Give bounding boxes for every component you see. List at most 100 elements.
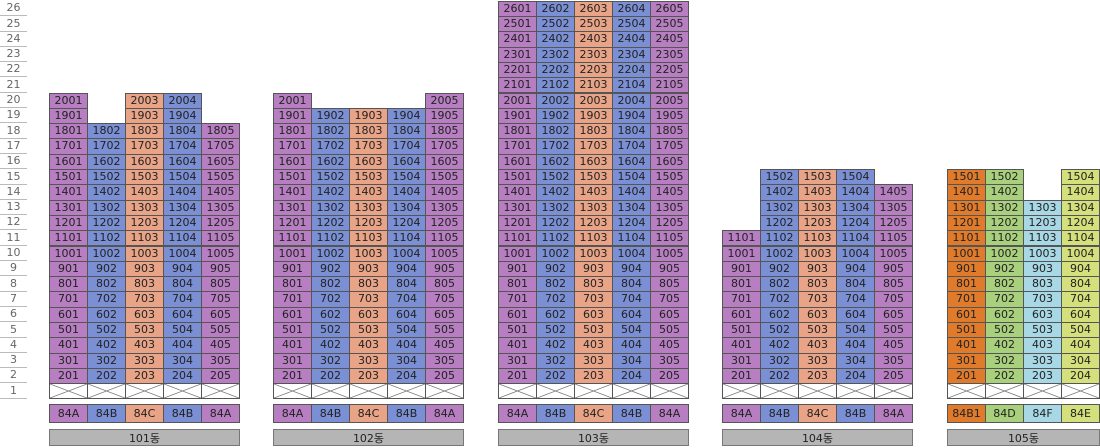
unit-type-label: 84B bbox=[163, 404, 202, 423]
unit-type-label: 84B bbox=[536, 404, 575, 423]
unit-cell: 1202 bbox=[311, 214, 350, 232]
unit-cell: 202 bbox=[536, 367, 575, 385]
unit-cell: 803 bbox=[125, 276, 164, 293]
unit-cell: 1405 bbox=[425, 184, 464, 201]
unit-cell: 304 bbox=[163, 352, 202, 369]
unit-type-label: 84B bbox=[387, 404, 426, 423]
unit-cell: 1704 bbox=[387, 138, 426, 155]
unit-cell: 1503 bbox=[349, 169, 388, 186]
unit-cell: 1504 bbox=[612, 169, 651, 186]
unit-cell: 505 bbox=[425, 322, 464, 339]
unit-cell: 2503 bbox=[574, 16, 613, 33]
unit-cell: 1305 bbox=[874, 199, 913, 216]
unit-cell: 1002 bbox=[87, 245, 126, 262]
unit-cell: 2003 bbox=[574, 92, 613, 109]
unit-cell: 505 bbox=[650, 322, 689, 339]
pilotis-cell bbox=[798, 383, 837, 400]
unit-type-label: 84A bbox=[49, 404, 88, 423]
unit-cell: 601 bbox=[498, 306, 537, 323]
unit-cell: 1503 bbox=[125, 169, 164, 186]
unit-cell: 1404 bbox=[612, 184, 651, 201]
unit-cell: 402 bbox=[536, 337, 575, 354]
unit-cell: 1601 bbox=[273, 153, 312, 170]
unit-cell: 1402 bbox=[760, 184, 799, 201]
unit-cell: 703 bbox=[798, 291, 837, 308]
unit-cell: 901 bbox=[273, 260, 312, 278]
unit-cell: 902 bbox=[985, 260, 1024, 278]
floor-label: 19 bbox=[0, 107, 27, 124]
pilotis-cell bbox=[1023, 383, 1062, 400]
unit-cell: 1902 bbox=[311, 107, 350, 125]
unit-cell: 1001 bbox=[947, 245, 986, 262]
unit-cell: 802 bbox=[87, 276, 126, 293]
unit-cell: 401 bbox=[49, 337, 88, 354]
unit-cell: 1904 bbox=[387, 107, 426, 125]
floor-label: 5 bbox=[0, 322, 27, 338]
unit-cell: 2403 bbox=[574, 31, 613, 48]
unit-type-label: 84B bbox=[311, 404, 350, 423]
unit-cell: 1502 bbox=[760, 169, 799, 186]
unit-cell: 1201 bbox=[273, 214, 312, 232]
unit-cell: 1804 bbox=[387, 123, 426, 140]
unit-cell: 504 bbox=[387, 322, 426, 339]
unit-cell: 2205 bbox=[650, 61, 689, 79]
unit-cell: 1401 bbox=[49, 184, 88, 201]
unit-cell: 704 bbox=[836, 291, 875, 308]
unit-cell: 201 bbox=[722, 367, 761, 385]
unit-cell: 902 bbox=[760, 260, 799, 278]
floor-label: 16 bbox=[0, 153, 27, 170]
unit-cell: 1204 bbox=[612, 214, 651, 232]
unit-cell: 904 bbox=[1061, 260, 1100, 278]
unit-cell: 1502 bbox=[87, 169, 126, 186]
unit-cell: 603 bbox=[349, 306, 388, 323]
unit-cell: 1404 bbox=[387, 184, 426, 201]
unit-cell: 1905 bbox=[425, 107, 464, 125]
pilotis-cell bbox=[49, 383, 88, 400]
unit-cell: 1004 bbox=[836, 245, 875, 262]
unit-cell: 601 bbox=[947, 306, 986, 323]
unit-cell: 1003 bbox=[574, 245, 613, 262]
unit-cell: 2401 bbox=[498, 31, 537, 48]
unit-cell: 1301 bbox=[947, 199, 986, 216]
unit-cell: 1302 bbox=[311, 199, 350, 216]
floor-label: 2 bbox=[0, 367, 27, 384]
unit-cell: 405 bbox=[650, 337, 689, 354]
unit-cell: 1002 bbox=[760, 245, 799, 262]
unit-cell: 805 bbox=[650, 276, 689, 293]
unit-cell: 505 bbox=[874, 322, 913, 339]
unit-type-label: 84A bbox=[722, 404, 761, 423]
unit-cell: 904 bbox=[163, 260, 202, 278]
unit-cell: 2501 bbox=[498, 16, 537, 33]
unit-cell: 905 bbox=[201, 260, 240, 278]
unit-cell: 1502 bbox=[985, 169, 1024, 186]
unit-cell: 1803 bbox=[349, 123, 388, 140]
unit-cell: 2204 bbox=[612, 61, 651, 79]
unit-cell: 1304 bbox=[163, 199, 202, 216]
unit-cell: 302 bbox=[760, 352, 799, 369]
floor-label: 9 bbox=[0, 260, 27, 277]
unit-cell: 1303 bbox=[349, 199, 388, 216]
unit-cell: 704 bbox=[163, 291, 202, 308]
unit-cell: 804 bbox=[163, 276, 202, 293]
unit-cell: 1003 bbox=[125, 245, 164, 262]
unit-cell: 1305 bbox=[201, 199, 240, 216]
unit-cell: 205 bbox=[874, 367, 913, 385]
unit-cell: 904 bbox=[612, 260, 651, 278]
unit-cell: 1804 bbox=[612, 123, 651, 140]
unit-cell: 1202 bbox=[985, 214, 1024, 232]
unit-cell: 1901 bbox=[498, 107, 537, 125]
unit-cell: 1104 bbox=[612, 230, 651, 247]
unit-cell: 901 bbox=[498, 260, 537, 278]
unit-cell: 704 bbox=[1061, 291, 1100, 308]
unit-cell: 1303 bbox=[1023, 199, 1062, 216]
unit-cell: 1405 bbox=[201, 184, 240, 201]
unit-cell: 1303 bbox=[574, 199, 613, 216]
unit-cell: 1805 bbox=[201, 123, 240, 140]
unit-cell: 803 bbox=[349, 276, 388, 293]
unit-cell: 1701 bbox=[49, 138, 88, 155]
unit-cell: 204 bbox=[387, 367, 426, 385]
unit-cell: 602 bbox=[760, 306, 799, 323]
unit-cell: 1203 bbox=[125, 214, 164, 232]
unit-cell: 502 bbox=[536, 322, 575, 339]
unit-cell: 201 bbox=[273, 367, 312, 385]
